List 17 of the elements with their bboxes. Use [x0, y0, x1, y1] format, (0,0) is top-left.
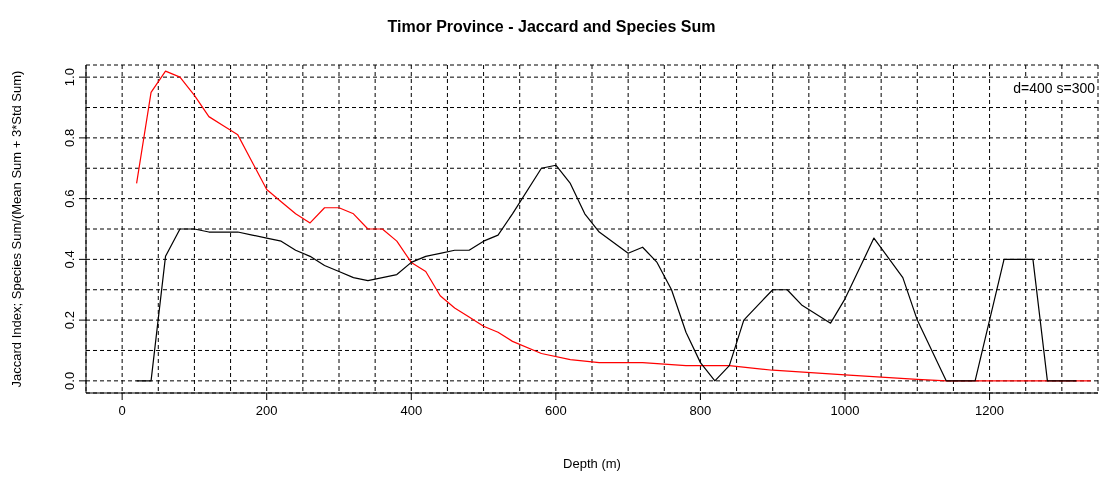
y-axis-title: Jaccard Index; Species Sum/(Mean Sum + 3*Std Sum) [8, 70, 24, 388]
x-tick-label: 1200 [975, 403, 1005, 418]
x-tick-label: 1000 [830, 403, 860, 418]
y-tick-label: 1.0 [62, 68, 78, 87]
x-tick-label: 400 [400, 403, 423, 418]
x-tick-label: 600 [545, 403, 567, 418]
x-axis-title: Depth (m) [562, 456, 622, 471]
y-tick-label: 0.8 [62, 128, 78, 147]
x-tick-label: 800 [689, 403, 712, 418]
x-tick-label: 0 [118, 403, 126, 418]
y-tick-label: 0.2 [62, 311, 78, 330]
y-tick-label: 0.6 [62, 189, 78, 208]
y-tick-label: 0.0 [62, 371, 78, 390]
chart-title: Timor Province - Jaccard and Species Sum [386, 18, 717, 36]
x-tick-label: 200 [255, 403, 278, 418]
y-tick-label: 0.4 [62, 250, 78, 269]
annotation: d=400 s=300 [1011, 79, 1097, 97]
